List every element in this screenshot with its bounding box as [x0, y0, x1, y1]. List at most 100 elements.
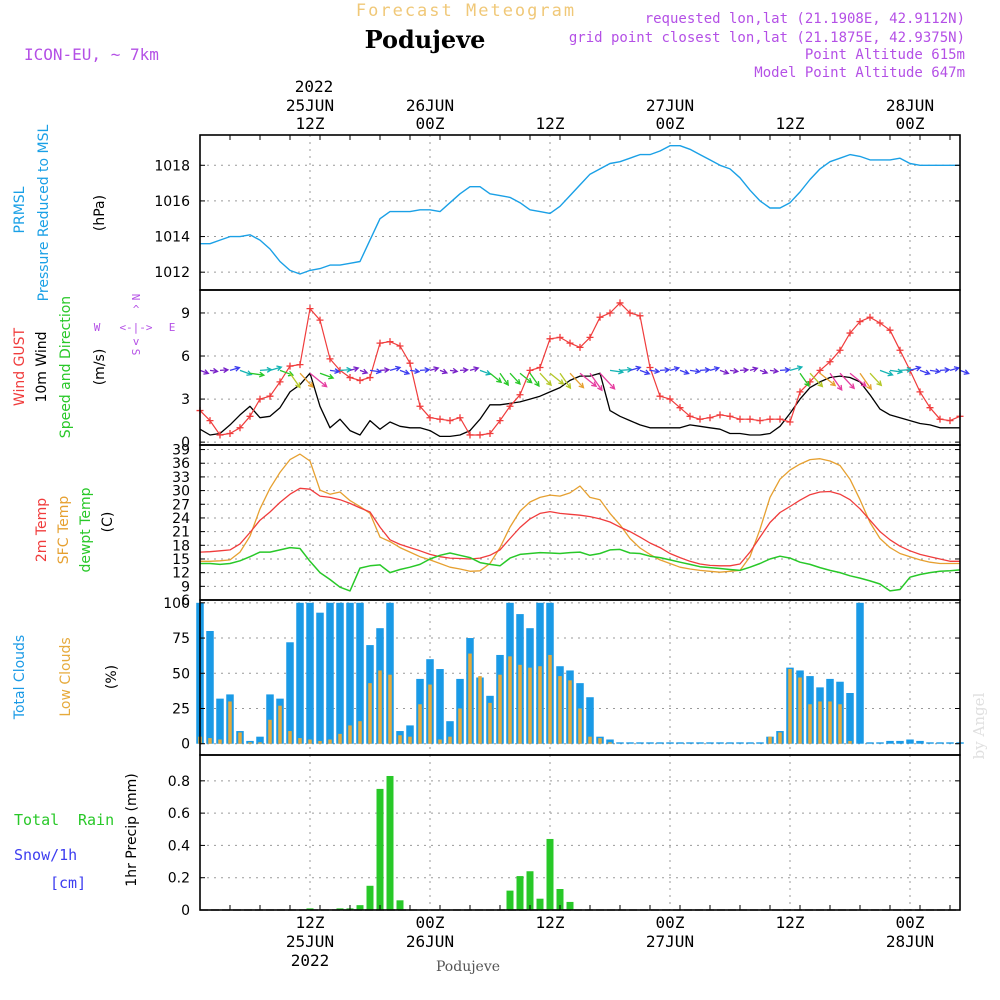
gust-marker-10 [296, 361, 304, 369]
wind-arrow-18 [379, 367, 391, 373]
total-cloud-bar-47 [666, 742, 674, 744]
total-cloud-bar-14 [336, 602, 344, 744]
wind-arrow-58 [779, 367, 791, 373]
low-cloud-bar-64 [838, 704, 842, 744]
wind-arrow-46 [659, 367, 671, 373]
gust-marker-72 [916, 388, 924, 396]
gust-marker-67 [866, 313, 874, 321]
panel-frame-4 [199, 754, 961, 911]
wind-arrow-23 [429, 366, 440, 372]
gust-marker-32 [516, 391, 524, 399]
top-time-label-1-1: 00Z [416, 114, 445, 133]
wind-arrow-3 [229, 365, 241, 372]
clouds-label-1: Total Clouds [12, 635, 28, 720]
total-cloud-bar-11 [306, 602, 314, 744]
total-cloud-bar-16 [356, 602, 364, 744]
compass-down: v [133, 335, 140, 348]
wind-arrow-6 [259, 366, 273, 373]
total-cloud-bar-65 [846, 693, 854, 744]
gust-marker-12 [316, 316, 324, 324]
model-altitude: Model Point Altitude 647m [754, 65, 965, 81]
wind-arrow-19 [389, 365, 402, 372]
total-cloud-bar-9 [286, 642, 294, 744]
wind-arrow-69 [889, 368, 904, 375]
axis-layer: 25JUN12Z12Z25JUN202226JUN00Z00Z26JUN12Z1… [154, 96, 960, 970]
gust-marker-75 [946, 417, 954, 425]
low-cloud-bar-36 [558, 676, 562, 744]
top-time-label-1-0: 26JUN [406, 96, 454, 115]
pressure-line [200, 144, 960, 275]
ytick-label-2-4: 18 [172, 538, 190, 554]
rain-bar-36 [556, 889, 564, 910]
wind-arrow-5 [249, 371, 266, 378]
wind-arrow-61 [809, 372, 824, 388]
model-label: ICON-EU, ~ 7km [24, 45, 159, 64]
rain-bar-16 [356, 905, 364, 910]
wind-arrow-65 [849, 372, 867, 387]
gust-marker-17 [366, 374, 374, 382]
wind-arrow-47 [669, 366, 681, 372]
total-cloud-bar-19 [386, 602, 394, 744]
temp-label-3: dewpt Temp [78, 487, 94, 572]
low-cloud-bar-13 [328, 739, 332, 744]
wind-arrow-34 [539, 372, 553, 387]
low-cloud-bar-23 [428, 684, 432, 744]
low-cloud-bar-57 [768, 736, 772, 744]
low-cloud-bar-30 [498, 674, 502, 744]
temp-2m-line [199, 487, 960, 567]
low-cloud-bar-63 [828, 701, 832, 744]
wind-arrow-7 [269, 365, 283, 372]
rain-bar-31 [506, 890, 514, 910]
total-cloud-bar-54 [736, 742, 744, 744]
ytick-label-0-0: 1012 [154, 265, 190, 281]
wind-arrow-12 [319, 372, 335, 380]
temp-label-1: 2m Temp [34, 498, 50, 562]
ytick-label-4-2: 0.4 [168, 838, 190, 854]
wind-label-1: Wind GUST [12, 327, 28, 406]
gust-marker-18 [376, 339, 384, 347]
wind-arrow-43 [629, 365, 642, 372]
bottom-time-label-3-0: 00Z [656, 913, 685, 932]
gust-marker-54 [736, 415, 744, 423]
compass-up: ^ [133, 303, 140, 316]
low-cloud-bar-4 [238, 732, 242, 744]
wind-arrow-36 [559, 372, 572, 390]
wind-label-3: Speed and Direction [58, 296, 74, 438]
low-cloud-bar-22 [418, 704, 422, 744]
total-cloud-bar-42 [616, 742, 624, 744]
total-cloud-bar-43 [626, 742, 634, 744]
rain-bar-33 [526, 871, 534, 910]
low-cloud-bar-38 [578, 708, 582, 744]
precip-snow-label: Snow/1h [14, 846, 77, 864]
low-cloud-bar-9 [288, 731, 292, 744]
wind-arrow-32 [519, 372, 533, 384]
wind-arrow-54 [739, 367, 750, 374]
wind-arrow-30 [499, 372, 509, 387]
total-cloud-bar-52 [716, 742, 724, 744]
total-cloud-bar-55 [746, 742, 754, 744]
gust-marker-9 [286, 362, 294, 370]
gust-marker-30 [496, 417, 504, 425]
wind-arrow-9 [289, 372, 301, 389]
ytick-label-3-4: 100 [163, 596, 190, 612]
gust-marker-31 [506, 402, 514, 410]
low-cloud-bar-5 [248, 742, 252, 744]
wind-arrow-76 [959, 369, 970, 375]
gust-marker-57 [766, 415, 774, 423]
ytick-label-4-3: 0.6 [168, 806, 190, 822]
wind-arrow-53 [729, 367, 740, 374]
bottom-time-label-0-1: 25JUN [286, 932, 334, 951]
panel-frame-2 [199, 444, 961, 601]
total-cloud-bar-25 [446, 721, 454, 744]
bottom-time-label-2-0: 12Z [536, 913, 565, 932]
rain-bar-35 [546, 838, 554, 910]
gust-marker-46 [656, 392, 664, 400]
wind-arrow-27 [469, 366, 480, 372]
low-cloud-bar-24 [438, 739, 442, 744]
wind-arrow-73 [929, 368, 942, 375]
gust-marker-25 [446, 417, 454, 425]
wind-arrow-31 [509, 372, 521, 385]
wind-arrow-59 [789, 365, 804, 371]
frame-layer [199, 134, 961, 911]
gust-marker-53 [726, 412, 734, 420]
